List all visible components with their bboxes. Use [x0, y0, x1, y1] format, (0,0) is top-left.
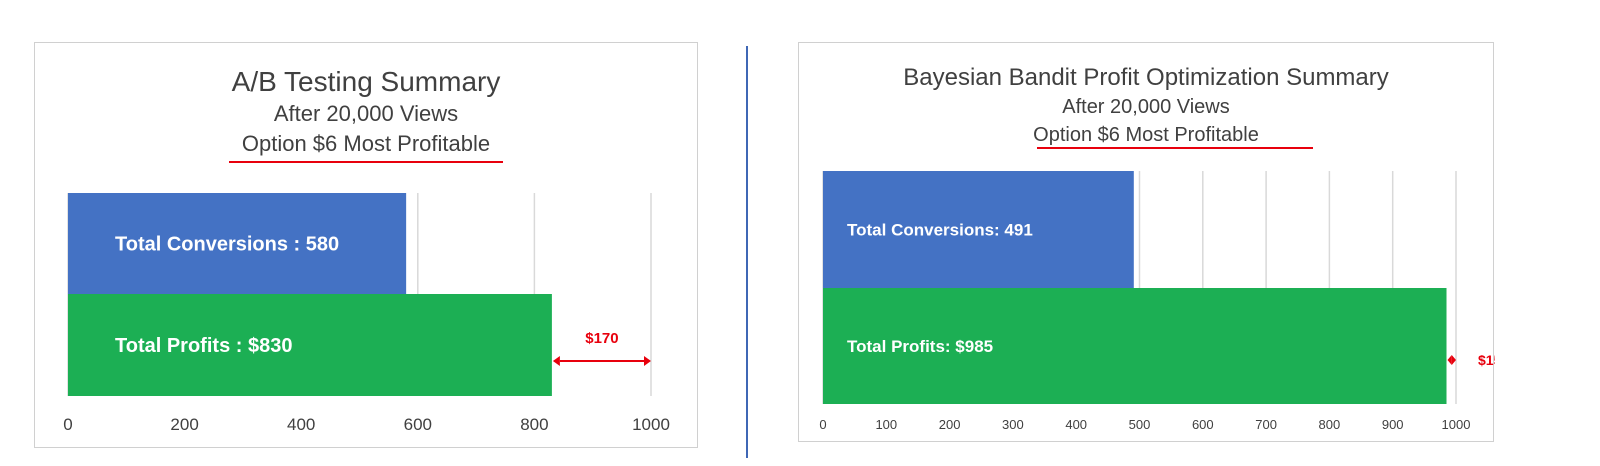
- x-tick-label: 200: [939, 417, 961, 432]
- profits-bar: [823, 288, 1447, 404]
- chart-subtitle: After 20,000 Views: [1062, 96, 1230, 118]
- x-tick-label: 0: [819, 417, 826, 432]
- x-tick-label: 200: [170, 415, 198, 434]
- panel-divider: [746, 46, 748, 458]
- ab-bar-plot: Total Conversions : 580 Total Profits : $…: [63, 193, 670, 434]
- x-tick-label: 500: [1129, 417, 1151, 432]
- ab-title-block: A/B Testing Summary After 20,000 Views O…: [35, 65, 697, 159]
- highlight-underline: [229, 161, 503, 163]
- x-tick-label: 700: [1255, 417, 1277, 432]
- chart-subtitle: After 20,000 Views: [273, 101, 459, 126]
- conversions-bar: [68, 193, 407, 294]
- bandit-title-block: Bayesian Bandit Profit Optimization Summ…: [799, 63, 1493, 149]
- profits-bar-label: Total Profits: $985: [847, 337, 993, 356]
- gap-arrowhead-left: [1447, 355, 1452, 365]
- profits-bar-label: Total Profits : $830: [115, 335, 292, 357]
- chart-subtitle-highlight: Option $6 Most Profitable: [1033, 124, 1259, 146]
- x-tick-label: 400: [287, 415, 315, 434]
- chart-subtitle-highlight: Option $6 Most Profitable: [241, 131, 491, 156]
- x-tick-label: 600: [1192, 417, 1214, 432]
- x-tick-label: 800: [520, 415, 548, 434]
- conversions-bar: [823, 171, 1134, 288]
- gap-arrowhead-right: [1451, 355, 1456, 365]
- bandit-chart: Bayesian Bandit Profit Optimization Summ…: [798, 42, 1495, 442]
- x-tick-label: 400: [1065, 417, 1087, 432]
- x-tick-label: 1000: [632, 415, 670, 434]
- gap-label: $15: [1478, 352, 1495, 368]
- chart-title: Bayesian Bandit Profit Optimization Summ…: [903, 64, 1389, 91]
- x-tick-label: 0: [63, 415, 72, 434]
- x-tick-label: 800: [1319, 417, 1341, 432]
- x-tick-label: 300: [1002, 417, 1024, 432]
- x-tick-label: 1000: [1442, 417, 1471, 432]
- bandit-bar-plot: Total Conversions: 491 Total Profits: $98…: [819, 171, 1495, 432]
- chart-title: A/B Testing Summary: [231, 66, 501, 97]
- profits-bar: [68, 294, 552, 396]
- x-tick-label: 900: [1382, 417, 1404, 432]
- x-tick-label: 100: [875, 417, 897, 432]
- ab-testing-chart: A/B Testing Summary After 20,000 Views O…: [34, 42, 698, 448]
- gap-label: $170: [585, 330, 618, 347]
- conversions-bar-label: Total Conversions : 580: [115, 234, 339, 256]
- gap-arrowhead-left: [552, 356, 560, 366]
- conversions-bar-label: Total Conversions: 491: [847, 221, 1033, 240]
- highlight-underline: [1037, 147, 1313, 149]
- gap-arrowhead-right: [644, 356, 651, 366]
- x-tick-label: 600: [404, 415, 432, 434]
